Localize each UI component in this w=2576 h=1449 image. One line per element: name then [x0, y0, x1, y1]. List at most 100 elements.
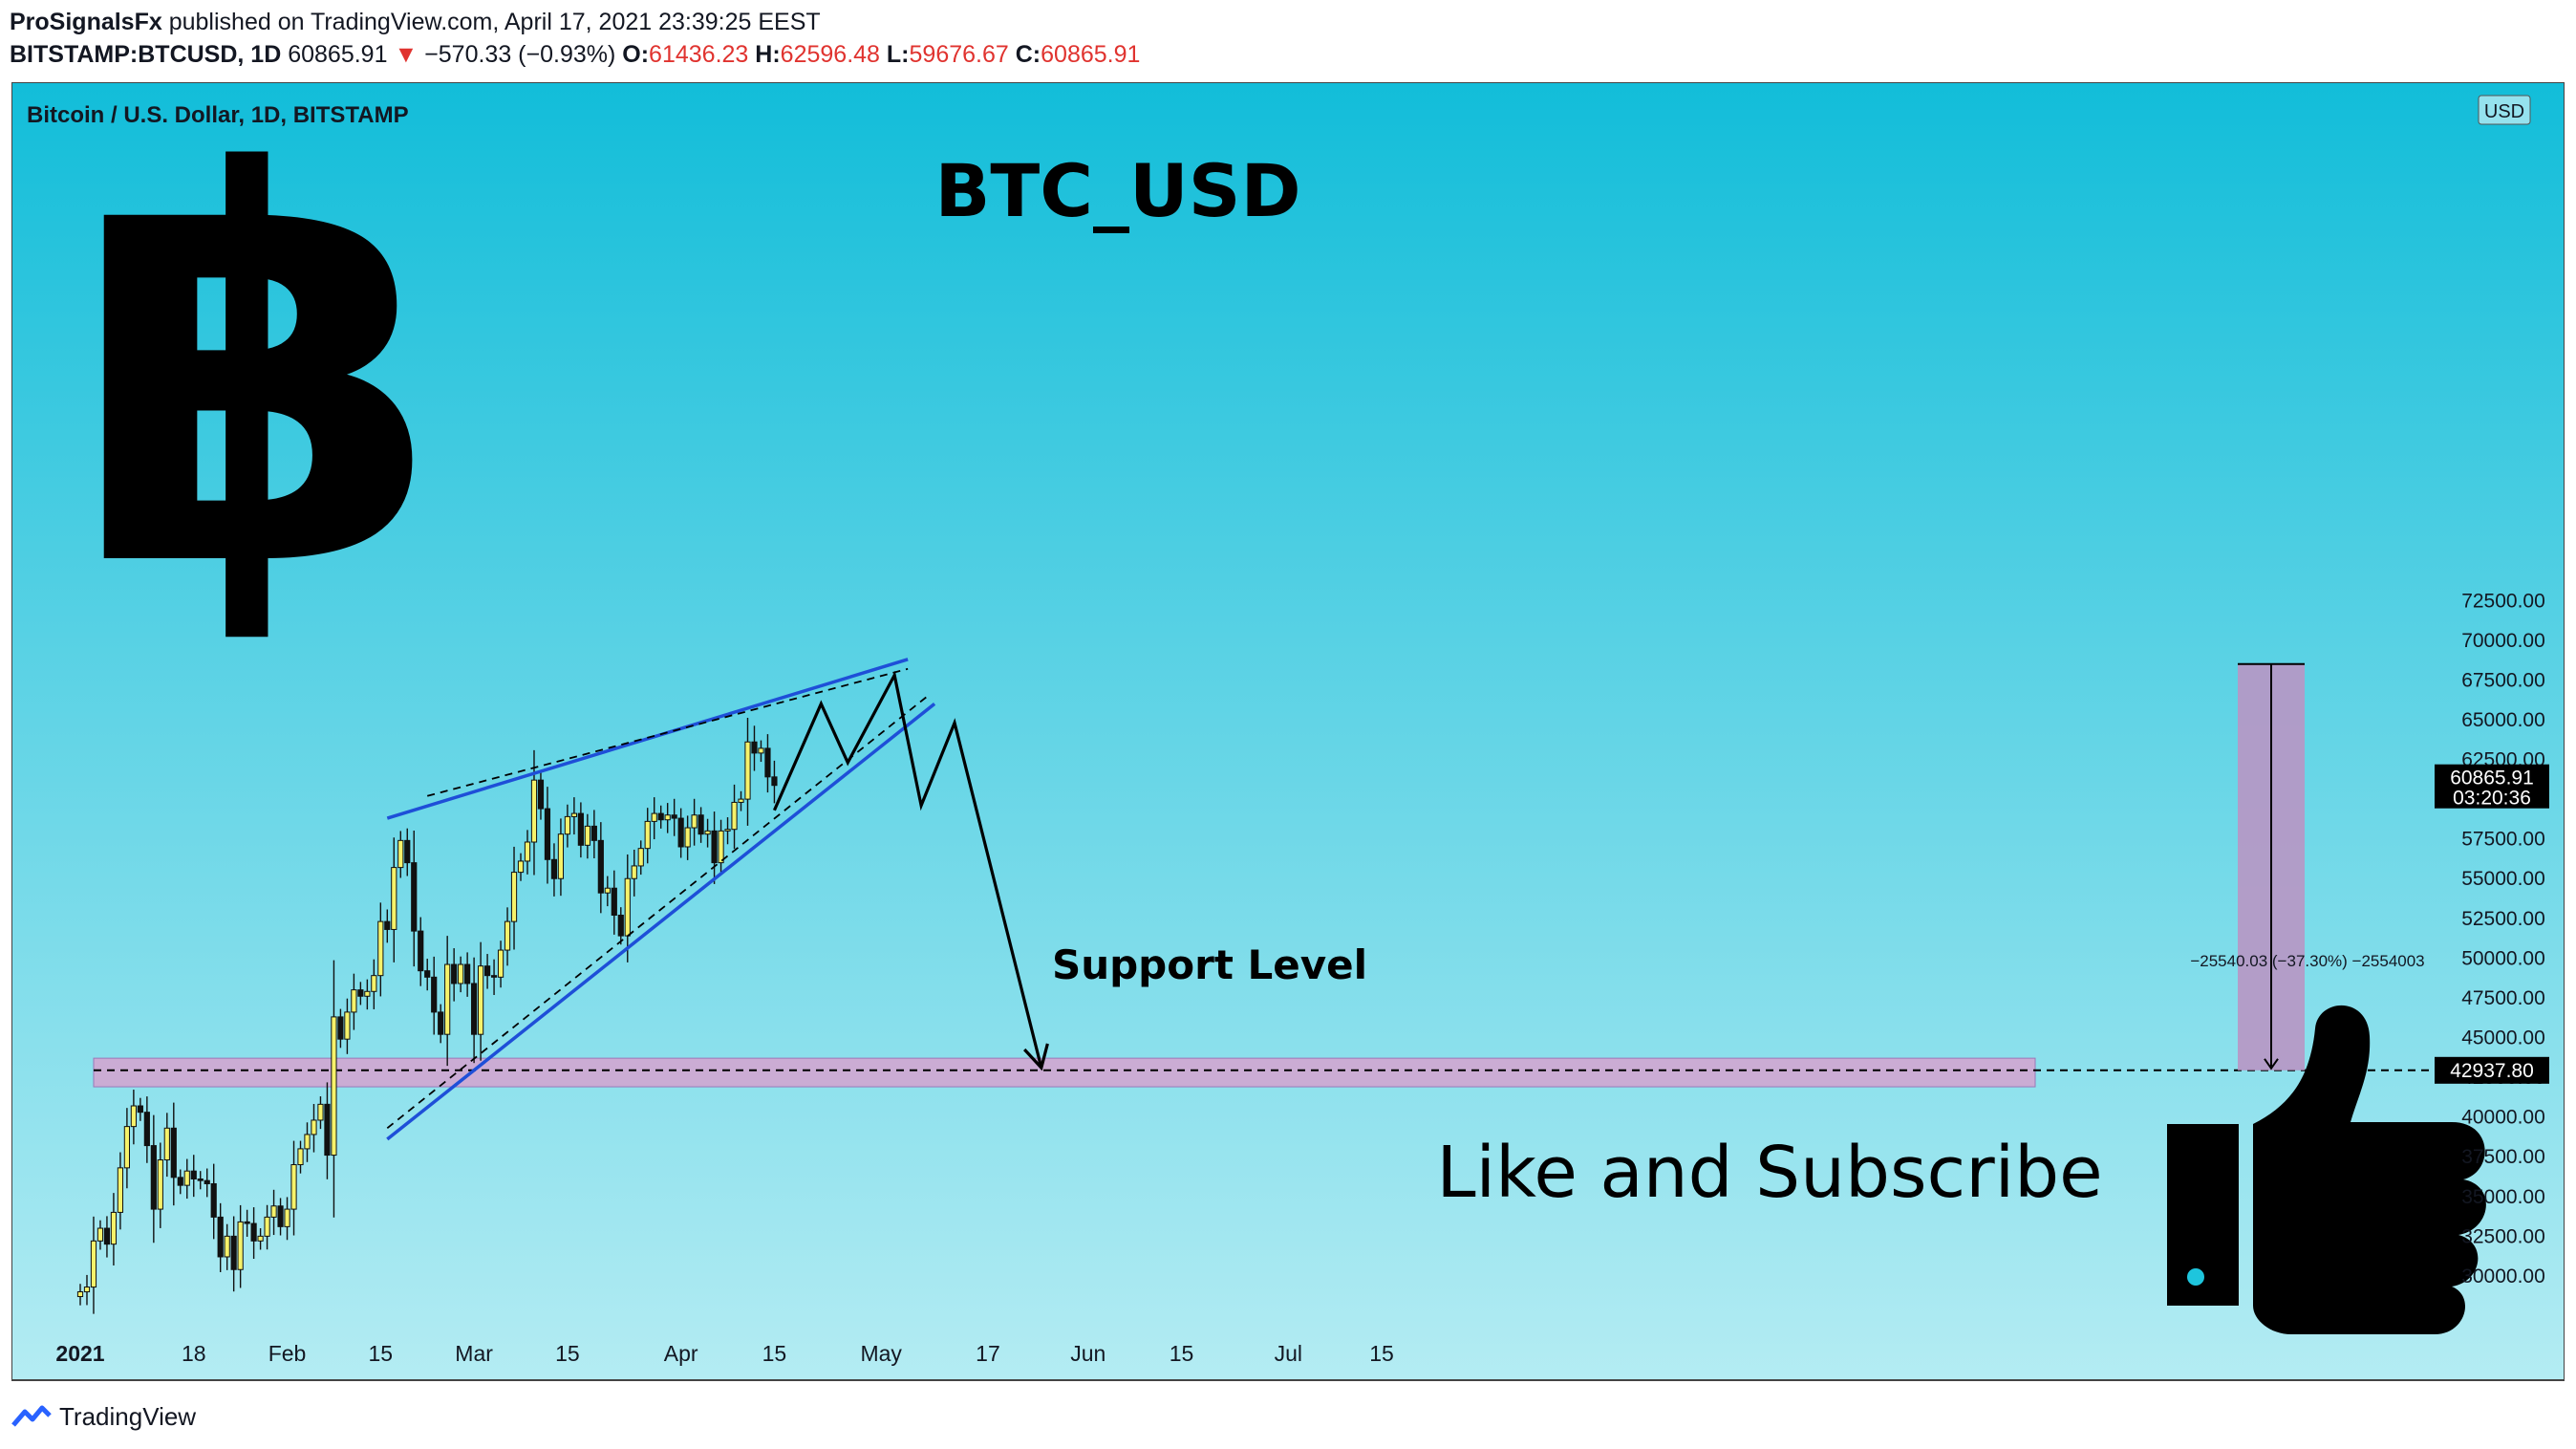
- x-tick-label: Jul: [1275, 1341, 1302, 1366]
- open-value: 61436.23: [649, 41, 749, 68]
- candle-down: [597, 839, 604, 894]
- candle-down: [471, 983, 478, 1035]
- candle-up: [664, 814, 671, 821]
- candle-up: [444, 963, 451, 1035]
- thumbs-up-icon: [2167, 1005, 2486, 1334]
- wedge-lower-dashed: [386, 695, 929, 1129]
- x-tick-label: 2021: [55, 1341, 104, 1366]
- candle-down: [617, 914, 624, 937]
- candle-up: [83, 1287, 91, 1293]
- candle-down: [137, 1105, 143, 1114]
- candle-up: [704, 830, 711, 835]
- candle-up: [163, 1127, 170, 1161]
- y-tick-label: 32500.00: [2461, 1225, 2545, 1247]
- candle-down: [190, 1170, 197, 1179]
- thumbs-up-dot: [2187, 1268, 2204, 1286]
- candle-up: [311, 1119, 317, 1135]
- candle-up: [183, 1170, 190, 1186]
- price-change: −570.33 (−0.93%): [424, 41, 616, 68]
- candle-down: [337, 1016, 344, 1040]
- candle-up: [637, 848, 644, 867]
- close-value: 60865.91: [1041, 41, 1141, 68]
- candle-up: [97, 1227, 104, 1242]
- candle-down: [451, 963, 458, 984]
- publication-header: ProSignalsFx published on TradingView.co…: [10, 6, 821, 38]
- wedge-upper-line: [386, 658, 909, 820]
- candle-up: [584, 825, 590, 846]
- candle-up: [130, 1105, 137, 1128]
- x-tick-label: May: [860, 1341, 902, 1366]
- y-tick-label: 65000.00: [2461, 709, 2545, 731]
- candle-down: [677, 817, 684, 848]
- candle-down: [384, 920, 391, 930]
- candle-down: [464, 963, 471, 984]
- author-name[interactable]: ProSignalsFx: [10, 9, 162, 35]
- x-tick-label: 15: [555, 1341, 580, 1366]
- candle-up: [684, 827, 691, 848]
- candle-up: [517, 860, 525, 874]
- x-tick-label: Mar: [455, 1341, 493, 1366]
- current-price-label: 60865.91: [2450, 768, 2534, 789]
- x-tick-label: 18: [182, 1341, 206, 1366]
- y-tick-label: 57500.00: [2461, 829, 2545, 851]
- candle-down: [711, 830, 718, 864]
- chart-background: [11, 82, 2565, 1381]
- tradingview-footer[interactable]: TradingView: [11, 1397, 196, 1436]
- candle-down: [217, 1216, 224, 1258]
- candle-down: [611, 887, 617, 916]
- candle-up: [524, 841, 531, 862]
- candle-down: [143, 1112, 150, 1147]
- x-tick-label: 17: [976, 1341, 1000, 1366]
- measure-label: −25540.03 (−37.30%) −2554003: [2190, 952, 2424, 970]
- x-tick-label: 15: [1369, 1341, 1394, 1366]
- target-price-label: 42937.80: [2450, 1060, 2534, 1082]
- thumbs-up-hand: [2253, 1005, 2486, 1334]
- candle-up: [458, 963, 464, 984]
- candle-up: [570, 812, 577, 817]
- last-price: 60865.91: [288, 41, 388, 68]
- price-chart[interactable]: ฿ 72500.0070000.0067500.0065000.0062500.…: [11, 82, 2565, 1382]
- bitcoin-logo-icon: ฿: [71, 82, 443, 685]
- y-tick-label: 50000.00: [2461, 947, 2545, 969]
- candle-up: [237, 1221, 244, 1270]
- chart-title: BTC_USD: [934, 148, 1300, 233]
- candle-down: [698, 814, 704, 835]
- candle-down: [170, 1127, 177, 1179]
- candle-down: [431, 976, 438, 1013]
- candle-down: [404, 839, 411, 864]
- candle-up: [317, 1103, 324, 1121]
- tradingview-brand: TradingView: [59, 1401, 197, 1431]
- symbol-label[interactable]: BITSTAMP:BTCUSD, 1D: [10, 41, 282, 68]
- candle-up: [90, 1240, 97, 1288]
- candle-up: [391, 867, 397, 930]
- candle-down: [277, 1205, 284, 1227]
- low-label: L:: [886, 41, 910, 68]
- currency-badge[interactable]: [2478, 95, 2531, 125]
- candle-up: [691, 814, 698, 829]
- candle-up: [371, 975, 377, 992]
- x-tick-label: Jun: [1070, 1341, 1106, 1366]
- y-tick-label: 45000.00: [2461, 1027, 2545, 1049]
- candle-down: [537, 779, 545, 810]
- candle-down: [764, 747, 771, 778]
- y-tick-label: 67500.00: [2461, 669, 2545, 691]
- candle-up: [123, 1126, 130, 1169]
- candle-down: [671, 814, 677, 819]
- candle-up: [758, 747, 764, 754]
- candle-up: [76, 1291, 84, 1298]
- candle-up: [744, 741, 751, 800]
- candle-down: [250, 1222, 257, 1242]
- y-tick-label: 37500.00: [2461, 1146, 2545, 1168]
- y-tick-label: 55000.00: [2461, 868, 2545, 890]
- candle-down: [490, 975, 498, 978]
- candle-up: [264, 1216, 270, 1237]
- candle-up: [117, 1167, 124, 1213]
- x-tick-label: Feb: [268, 1341, 307, 1366]
- y-tick-label: 72500.00: [2461, 590, 2545, 612]
- high-value: 62596.48: [780, 41, 880, 68]
- wedge-lower-line: [386, 702, 936, 1141]
- candle-up: [110, 1211, 118, 1245]
- x-tick-label: 15: [369, 1341, 394, 1366]
- candle-down: [103, 1227, 111, 1245]
- candle-up: [497, 949, 504, 978]
